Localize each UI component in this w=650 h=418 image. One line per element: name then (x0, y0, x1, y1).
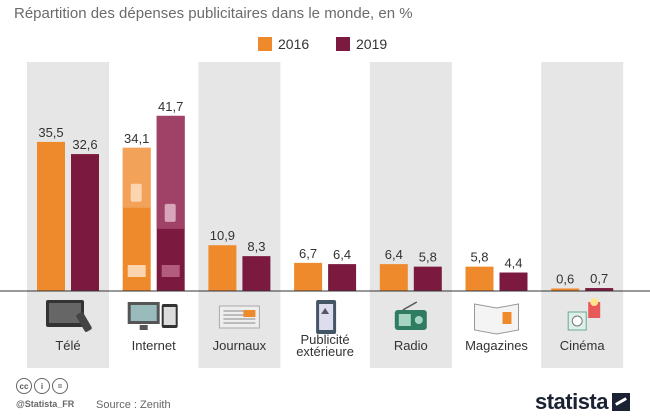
license-icons: cc i = (16, 378, 70, 394)
radio-knob-icon (414, 316, 423, 324)
newspaper-line-0 (223, 310, 256, 312)
magazine-photo-icon (502, 312, 512, 324)
bar-2016-cat-4 (379, 264, 408, 291)
cc-icon: cc (16, 378, 32, 394)
newspaper-line-3 (223, 322, 256, 324)
category-label-cat-1: Internet (132, 338, 176, 353)
bar-2019-cat-6 (585, 288, 614, 291)
legend-swatch-2019 (336, 37, 350, 51)
bar-2019-cat-0 (71, 154, 99, 291)
source-note: Source : Zenith (96, 399, 171, 411)
phone-icon-2019 (164, 203, 176, 222)
value-label-2016-cat-3: 6,7 (299, 246, 317, 261)
category-label-cat-3-line2: extérieure (296, 344, 354, 359)
newspaper-line-2 (223, 318, 256, 320)
radio-speaker-icon (398, 314, 411, 326)
no-derivatives-icon: = (52, 378, 68, 394)
value-label-2019-cat-6: 0,7 (590, 271, 608, 286)
category-label-cat-2: Journaux (213, 338, 267, 353)
monitor-screen-icon (130, 305, 157, 321)
radio-antenna-icon (402, 301, 418, 311)
popcorn-icon (588, 302, 601, 318)
bar-2016-cat-2 (208, 245, 237, 291)
category-label-cat-3: Publicité (301, 332, 350, 347)
popcorn-top-icon (590, 298, 599, 306)
legend-2019: 2019 (336, 36, 387, 52)
bar-2016-cat-6 (551, 288, 580, 291)
legend-label-2019: 2019 (356, 36, 388, 52)
desktop-icon-2019 (161, 265, 180, 277)
value-label-2016-cat-0: 35,5 (38, 125, 63, 140)
category-label-cat-5: Magazines (465, 338, 528, 353)
value-label-2016-cat-1: 34,1 (124, 131, 149, 146)
tv-screen-icon (49, 303, 81, 323)
statista-mark-icon (612, 393, 630, 411)
legend-swatch-2016 (258, 37, 272, 51)
magazine-icon (474, 303, 519, 335)
value-label-2019-cat-2: 8,3 (247, 239, 265, 254)
film-reel-icon (571, 315, 583, 327)
monitor-stand-icon (139, 325, 148, 330)
value-label-2016-cat-2: 10,9 (210, 228, 235, 243)
bar-2016-cat-5 (465, 266, 494, 291)
value-label-2019-cat-0: 32,6 (72, 137, 97, 152)
phone-icon-2016 (130, 183, 142, 202)
category-label-cat-6: Cinéma (560, 338, 606, 353)
bar-2016-cat-0 (37, 141, 65, 291)
value-label-2016-cat-6: 0,6 (556, 271, 574, 286)
category-label-cat-0: Télé (55, 338, 80, 353)
bar-2019-cat-3 (328, 264, 357, 291)
brand-text: statista (534, 389, 609, 414)
bar-2019-cat-5 (499, 272, 528, 291)
billboard-mountain-icon (321, 308, 330, 314)
value-label-2019-cat-1: 41,7 (158, 99, 183, 114)
billboard-face-icon (319, 304, 334, 330)
legend-2016: 2016 (258, 36, 309, 52)
newspaper-photo-icon (243, 310, 256, 317)
bar-2019-cat-4 (413, 266, 442, 291)
bar-2016-cat-3 (294, 262, 323, 291)
twitter-handle: @Statista_FR (16, 399, 75, 409)
value-label-2016-cat-5: 5,8 (470, 250, 488, 265)
statista-logo: statista (535, 389, 630, 415)
tablet-screen-icon (163, 307, 176, 325)
legend-label-2016: 2016 (278, 36, 310, 52)
value-label-2019-cat-5: 4,4 (504, 256, 522, 271)
remote-icon (76, 312, 92, 332)
category-label-cat-4: Radio (394, 338, 428, 353)
value-label-2019-cat-4: 5,8 (419, 250, 437, 265)
chart-title: Répartition des dépenses publicitaires d… (14, 5, 413, 22)
value-label-2019-cat-3: 6,4 (333, 247, 351, 262)
desktop-icon-2016 (127, 265, 146, 277)
value-label-2016-cat-4: 6,4 (385, 247, 403, 262)
newspaper-line-1 (223, 314, 256, 316)
attribution-icon: i (34, 378, 50, 394)
bar-2019-cat-2 (242, 256, 271, 291)
